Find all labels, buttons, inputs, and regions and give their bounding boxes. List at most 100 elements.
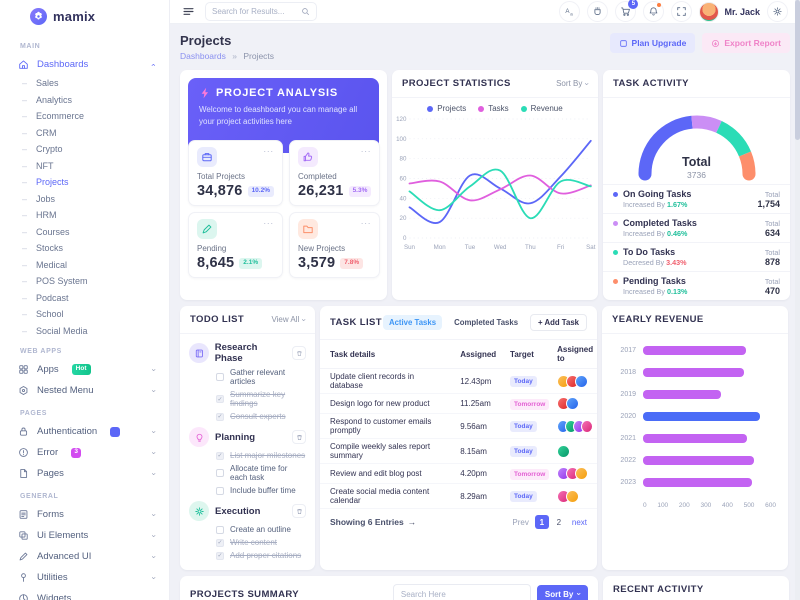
todo-checkbox[interactable] <box>216 525 224 534</box>
tab-active-tasks[interactable]: Active Tasks <box>382 315 443 331</box>
sidebar-item-pages[interactable]: Pages › <box>18 463 159 484</box>
revenue-bar <box>643 368 744 378</box>
more-options-icon[interactable]: ... <box>263 144 274 155</box>
todo-checkbox[interactable]: ✓ <box>216 451 224 460</box>
brand-name: mamix <box>53 8 96 24</box>
brand-logo[interactable]: mamix <box>0 0 169 32</box>
dash-icon: – <box>22 210 28 221</box>
menu-toggle-icon[interactable] <box>182 5 195 18</box>
view-all-link[interactable]: View All › <box>271 315 309 325</box>
stat-card-completed: ... Completed 26,231 5.3% <box>289 140 381 207</box>
more-options-icon[interactable]: ... <box>360 144 372 155</box>
sidebar-item-forms[interactable]: Forms › <box>18 504 159 525</box>
pagination-next[interactable]: next <box>571 517 587 527</box>
task-assigned-time: 8.15am <box>450 438 501 465</box>
recent-activity-title: RECENT ACTIVITY <box>613 584 704 596</box>
todo-checkbox[interactable] <box>216 469 224 478</box>
sidebar-item-label: Authentication <box>37 426 98 437</box>
cart-icon[interactable]: 5 <box>615 0 639 23</box>
settings-gear-icon[interactable] <box>767 1 788 23</box>
sidebar-item-error[interactable]: Error 3 › <box>18 442 159 463</box>
sidebar-item-pos-system[interactable]: – POS System <box>18 273 155 290</box>
notifications-bell-icon[interactable] <box>643 1 665 23</box>
sidebar-item-authentication[interactable]: Authentication › <box>18 421 159 442</box>
sort-by-button[interactable]: Sort By › <box>536 584 588 600</box>
todo-item-label: Write content <box>230 538 277 548</box>
search-box[interactable] <box>205 2 317 22</box>
plan-upgrade-button[interactable]: Plan Upgrade <box>609 33 696 54</box>
sidebar-item-widgets[interactable]: Widgets <box>18 588 155 600</box>
revenue-bar <box>643 456 754 466</box>
sidebar-item-advanced-ui[interactable]: Advanced UI › <box>18 546 159 567</box>
scrollbar-thumb[interactable] <box>795 0 800 140</box>
fullscreen-icon[interactable] <box>671 1 693 23</box>
todo-checkbox[interactable]: ✓ <box>216 395 224 404</box>
legend-label: Projects <box>437 104 467 114</box>
sidebar-item-ui-elements[interactable]: Ui Elements › <box>18 525 159 546</box>
trash-icon[interactable] <box>292 430 306 445</box>
trash-icon[interactable] <box>292 346 306 361</box>
sidebar-item-nested-menu[interactable]: Nested Menu › <box>18 380 159 401</box>
tick-label: 500 <box>743 502 755 510</box>
export-report-button[interactable]: Export Report <box>702 33 790 54</box>
sidebar-item-dashboards[interactable]: Dashboards › <box>18 54 158 75</box>
sidebar-item-projects[interactable]: – Projects <box>18 174 155 191</box>
revenue-bar-row-2018: 2018 <box>614 368 776 378</box>
svg-text:Mon: Mon <box>434 244 446 251</box>
user-menu[interactable]: Mr. Jack <box>699 1 760 22</box>
tick-label: 0 <box>643 502 647 510</box>
pagination-page-1[interactable]: 1 <box>534 515 549 530</box>
sidebar-item-apps[interactable]: Apps Hot › <box>18 359 159 380</box>
tab-completed-tasks[interactable]: Completed Tasks <box>454 318 519 328</box>
breadcrumb-dashboards[interactable]: Dashboards <box>180 51 226 62</box>
search-input[interactable] <box>212 7 301 17</box>
breadcrumb-separator: » <box>232 51 237 62</box>
more-options-icon[interactable]: ... <box>263 216 274 227</box>
sidebar-subitem-label: Analytics <box>36 94 73 105</box>
sort-by-dropdown[interactable]: Sort By › <box>556 79 592 89</box>
sidebar-item-sales[interactable]: – Sales <box>18 75 155 92</box>
sidebar-item-ecommerce[interactable]: – Ecommerce <box>18 108 155 125</box>
sidebar-item-jobs[interactable]: – Jobs <box>18 191 155 208</box>
task-assignees <box>547 368 597 395</box>
sidebar-item-utilities[interactable]: Utilities › <box>18 567 159 588</box>
sidebar-item-social-media[interactable]: – Social Media <box>18 323 155 340</box>
theme-cup-icon[interactable] <box>587 1 609 23</box>
stat-card-pending: ... Pending 8,645 2.1% <box>188 212 283 279</box>
todo-checkbox[interactable]: ✓ <box>216 412 224 421</box>
sidebar-item-badge: 3 <box>71 447 82 458</box>
sidebar-item-school[interactable]: – School <box>18 306 155 323</box>
projects-search-input[interactable] <box>392 584 531 600</box>
todo-checkbox[interactable] <box>216 486 224 495</box>
todo-checkbox[interactable]: ✓ <box>216 538 224 547</box>
chevron-up-icon: › <box>148 63 158 66</box>
book-icon <box>189 343 209 364</box>
sidebar-item-hrm[interactable]: – HRM <box>18 207 155 224</box>
more-options-icon[interactable]: ... <box>360 216 372 227</box>
sidebar-item-stocks[interactable]: – Stocks <box>18 240 155 257</box>
task-assigned-time: 11.25am <box>450 393 501 415</box>
sidebar-item-courses[interactable]: – Courses <box>18 224 155 241</box>
sidebar-item-crm[interactable]: – CRM <box>18 125 155 142</box>
tick-label: 200 <box>678 502 690 510</box>
pagination-page-2[interactable]: 2 <box>556 517 562 527</box>
sidebar-item-crypto[interactable]: – Crypto <box>18 141 155 158</box>
todo-checkbox[interactable] <box>216 373 224 382</box>
yearly-revenue-title: YEARLY REVENUE <box>612 314 704 326</box>
task-assigned-time: 12.43pm <box>450 368 501 395</box>
sidebar-item-label: Apps <box>37 364 59 375</box>
sidebar-item-medical[interactable]: – Medical <box>18 257 155 274</box>
legend-dot <box>478 105 485 112</box>
sidebar-item-analytics[interactable]: – Analytics <box>18 92 155 109</box>
task-list-row: Review and edit blog post 4.20pm Tomorrow <box>320 463 597 485</box>
sidebar-item-label: Nested Menu <box>37 385 94 396</box>
task-list-row: Create social media content calendar 8.29… <box>320 483 597 510</box>
sidebar-item-podcast[interactable]: – Podcast <box>18 290 155 307</box>
page-scrollbar[interactable] <box>795 0 800 600</box>
add-task-button[interactable]: + Add Task <box>530 314 587 332</box>
todo-checkbox[interactable]: ✓ <box>216 551 224 560</box>
sidebar-item-nft[interactable]: – NFT <box>18 158 155 175</box>
trash-icon[interactable] <box>292 504 306 519</box>
pagination-prev[interactable]: Prev <box>512 517 529 527</box>
